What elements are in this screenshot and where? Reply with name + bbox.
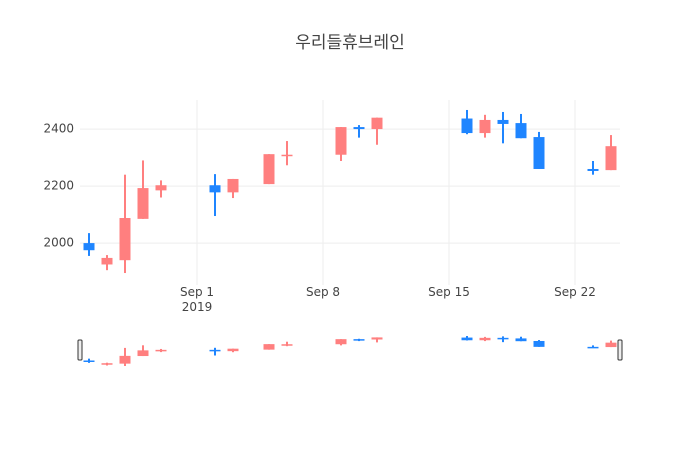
slider-candle-body: [137, 350, 149, 357]
candle-body: [119, 218, 131, 261]
candle-body: [605, 146, 617, 171]
y-tick-label: 2200: [43, 179, 74, 193]
slider-handle: [617, 339, 623, 361]
slider-candle-body: [479, 337, 491, 341]
slider-candle-body: [83, 360, 95, 362]
x-tick-label: Sep 1 2019: [179, 285, 215, 314]
candle-body: [281, 154, 293, 157]
slider-candle-body: [227, 348, 239, 352]
candle-body: [83, 243, 95, 251]
x-tick-label: Sep 8: [305, 285, 341, 299]
candle-body: [263, 154, 275, 185]
candle-body: [515, 123, 527, 139]
slider-handle: [77, 339, 83, 361]
slider-candle-body: [497, 337, 509, 340]
candle-body: [155, 185, 167, 191]
chart-title: 우리들휴브레인: [295, 33, 404, 53]
slider-candle-body: [533, 340, 545, 347]
candle-body: [461, 118, 473, 134]
slider-candle-body: [155, 349, 167, 352]
candle-body: [533, 137, 545, 169]
x-tick-label: Sep 22: [554, 285, 596, 299]
slider-candle-body: [101, 363, 113, 365]
slider-candle-body: [209, 349, 221, 352]
y-tick-label: 2000: [43, 236, 74, 250]
candle-body: [101, 257, 113, 265]
candle-body: [587, 168, 599, 171]
slider-candle-body: [587, 346, 599, 349]
candle-body: [497, 119, 509, 124]
candle-body: [209, 185, 221, 193]
slider-candle-body: [371, 337, 383, 340]
slider-candle-body: [461, 337, 473, 341]
candle-body: [227, 178, 239, 193]
candle-body: [335, 127, 347, 155]
candle-body: [353, 127, 365, 130]
slider-candle-body: [119, 355, 131, 364]
slider-candle-body: [335, 339, 347, 345]
y-tick-label: 2400: [43, 122, 74, 136]
slider-candle-body: [605, 342, 617, 348]
candle-body: [137, 188, 149, 219]
slider-candle-body: [515, 338, 527, 342]
candle-body: [479, 119, 491, 134]
slider-candle-body: [263, 344, 275, 350]
slider-candle-body: [353, 339, 365, 341]
slider-candle-body: [281, 344, 293, 346]
candle-body: [371, 117, 383, 130]
x-tick-label: Sep 15: [428, 285, 470, 299]
